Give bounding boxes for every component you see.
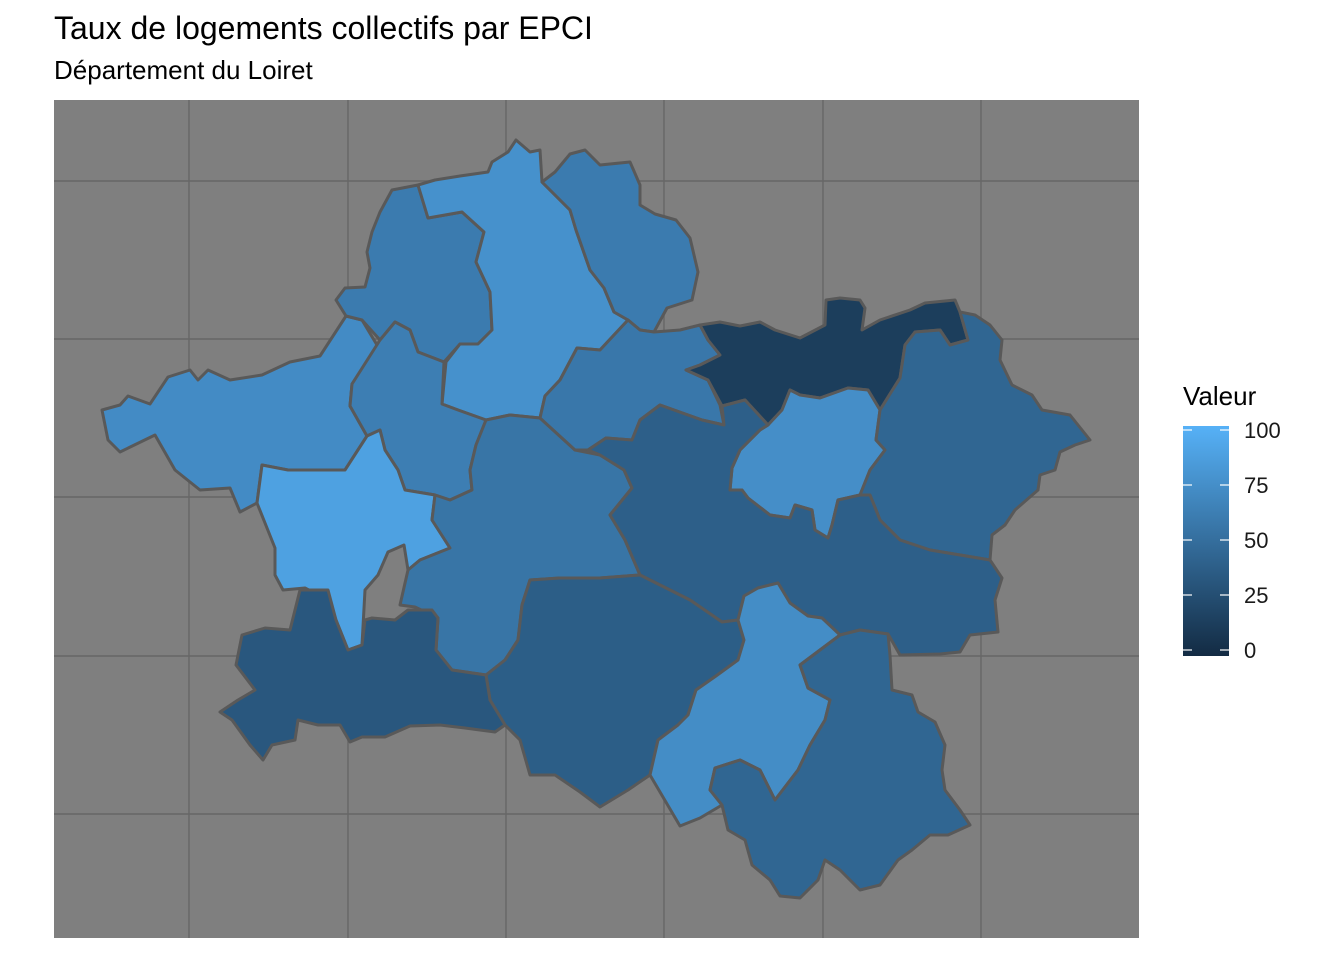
legend-title: Valeur xyxy=(1183,381,1257,411)
epci-region[interactable] xyxy=(708,628,972,900)
legend-tick-label: 25 xyxy=(1244,583,1268,608)
legend-tick-label: 75 xyxy=(1244,473,1268,498)
legend-colorbar-fill xyxy=(1183,426,1229,656)
legend-colorbar: 100 75 50 25 0 xyxy=(1183,418,1281,663)
legend: 100 75 50 25 0 Valeur xyxy=(1183,380,1323,680)
legend-tick-label: 0 xyxy=(1244,638,1256,663)
chart-subtitle: Département du Loiret xyxy=(54,55,313,85)
chart-title: Taux de logements collectifs par EPCI xyxy=(54,10,593,46)
legend-tick-label: 100 xyxy=(1244,418,1281,443)
epci-region[interactable] xyxy=(540,148,700,334)
legend-tick-label: 50 xyxy=(1244,528,1268,553)
legend-ticks: 100 75 50 25 0 xyxy=(1183,418,1281,663)
epci-region[interactable] xyxy=(218,588,507,762)
epci-regions xyxy=(100,138,1092,900)
